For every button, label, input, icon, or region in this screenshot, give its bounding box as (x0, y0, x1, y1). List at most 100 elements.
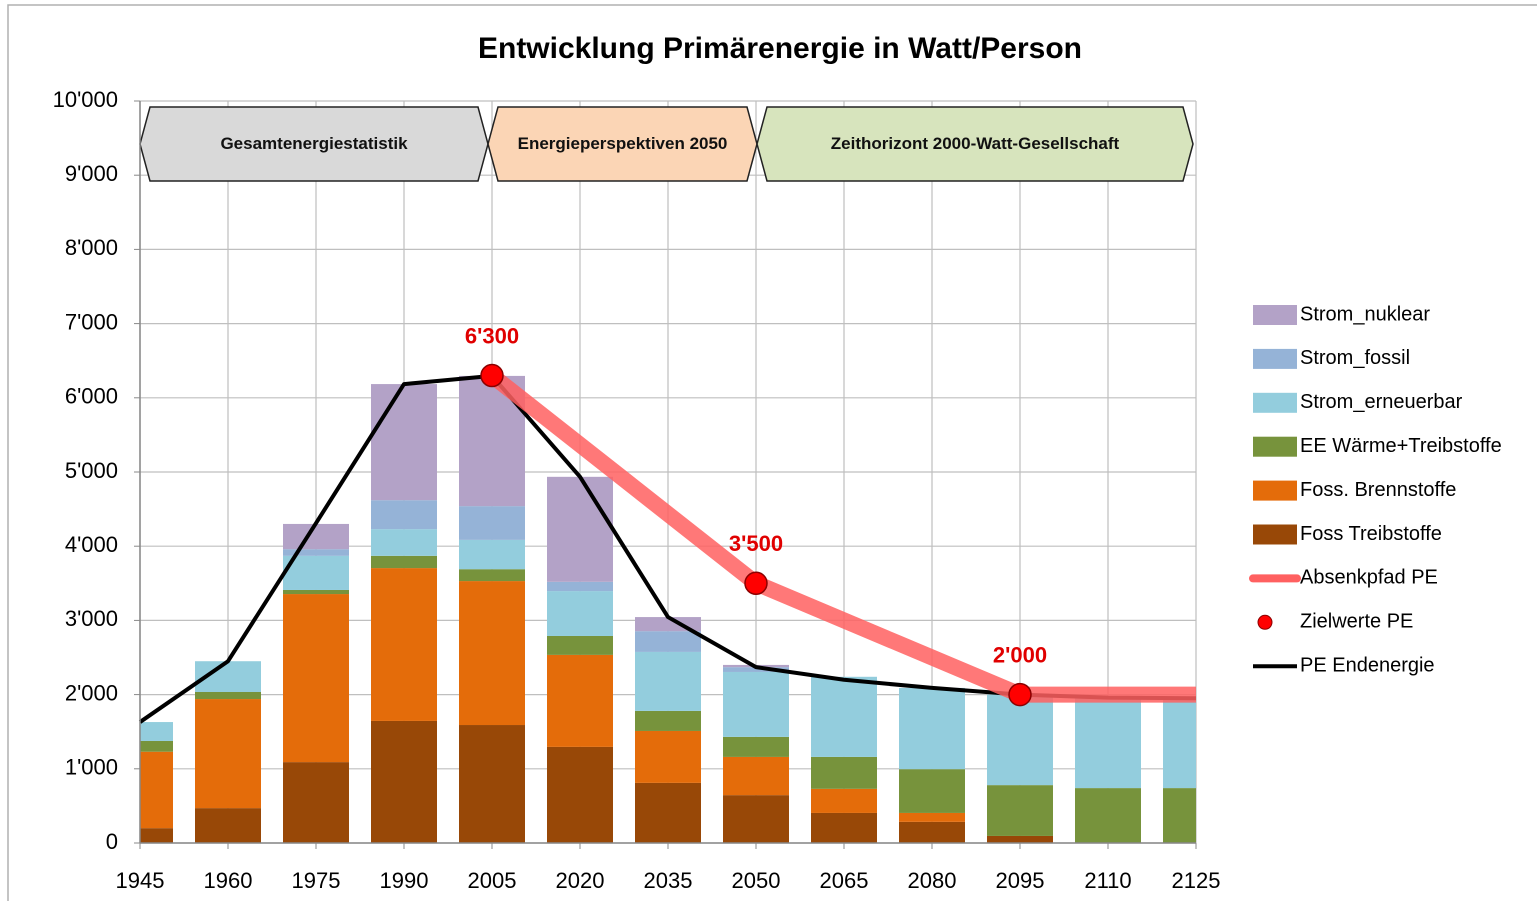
bar-segment (1075, 698, 1141, 789)
legend-label: Foss Treibstoffe (1300, 523, 1442, 545)
bar-segment (811, 756, 877, 789)
y-tick-label: 9'000 (65, 161, 118, 186)
x-tick-label: 2110 (1084, 868, 1131, 893)
data-label: 2'000 (993, 642, 1047, 667)
target-point (1008, 682, 1032, 707)
bar-segment (547, 746, 613, 843)
bar-segment (1075, 788, 1141, 843)
bar-segment (899, 769, 965, 813)
bar-segment (459, 539, 525, 570)
bar-segment (723, 667, 789, 672)
bar-segment (283, 594, 349, 763)
bar-segment (283, 555, 349, 590)
bar-segment (371, 529, 437, 556)
bar-segment (195, 692, 261, 700)
bar-segment (899, 821, 965, 843)
chart-title: Entwicklung Primärenergie in Watt/Person (478, 32, 1082, 65)
legend-label: Foss. Brennstoffe (1300, 479, 1456, 501)
bar-segment (811, 676, 877, 757)
bar-segment (459, 581, 525, 726)
bar-segment (459, 725, 525, 843)
target-point (744, 571, 768, 596)
y-tick-label: 7'000 (65, 309, 118, 334)
legend-label: Absenkpfad PE (1300, 567, 1438, 589)
bar-segment (987, 694, 1053, 786)
bar-segment (140, 751, 173, 829)
bar-segment (1163, 788, 1196, 843)
y-tick-label: 5'000 (65, 458, 118, 483)
y-tick-label: 10'000 (53, 87, 118, 112)
bar-segment (987, 835, 1053, 843)
x-tick-label: 2005 (468, 868, 517, 893)
x-tick-label: 2050 (732, 868, 781, 893)
bar-segment (140, 828, 173, 843)
legend-swatch (1253, 436, 1297, 457)
banner-shape (487, 106, 758, 182)
bar-segment (283, 589, 349, 595)
legend-swatch (1253, 305, 1297, 325)
bar-segment (371, 384, 437, 501)
bar-segment (1163, 698, 1196, 789)
banner-label: Zeithorizont 2000-Watt-Gesellschaft (830, 134, 1120, 153)
bar-segment (547, 476, 613, 582)
x-tick-label: 2125 (1172, 868, 1221, 893)
x-tick-label: 1990 (380, 868, 429, 893)
legend-label: Strom_nuklear (1300, 303, 1430, 325)
bar-segment (371, 500, 437, 530)
x-tick-label: 2020 (556, 868, 605, 893)
bar-segment (987, 785, 1053, 836)
x-tick-label: 2095 (996, 868, 1045, 893)
legend-swatch (1253, 524, 1297, 545)
bar-segment (547, 591, 613, 636)
legend-label: PE Endenergie (1300, 654, 1435, 676)
legend-swatch (1253, 392, 1297, 413)
x-tick-label: 2035 (644, 868, 693, 893)
legend-label: EE Wärme+Treibstoffe (1300, 435, 1502, 457)
legend-swatch (1253, 480, 1297, 501)
banner-label: Gesamtenergiestatistik (220, 134, 408, 153)
y-tick-label: 4'000 (65, 532, 118, 557)
x-tick-label: 2080 (908, 868, 957, 893)
banner-shape (756, 106, 1194, 182)
y-tick-label: 2'000 (65, 680, 118, 705)
bar-segment (547, 654, 613, 747)
y-tick-label: 1'000 (65, 755, 118, 780)
bar-segment (723, 756, 789, 796)
bar-segment (459, 506, 525, 540)
x-tick-label: 2065 (820, 868, 869, 893)
bar-segment (371, 555, 437, 569)
y-tick-label: 3'000 (65, 606, 118, 631)
bar-segment (635, 730, 701, 783)
banner-label: Energieperspektiven 2050 (517, 134, 728, 153)
legend-swatch (1253, 348, 1297, 369)
bar-segment (547, 581, 613, 592)
bar-segment (635, 631, 701, 652)
bar-segment (459, 569, 525, 582)
x-tick-label: 1945 (116, 868, 165, 893)
bar-segment (811, 812, 877, 843)
legend-label: Strom_erneuerbar (1300, 391, 1463, 413)
y-tick-label: 6'000 (65, 384, 118, 409)
bar-segment (899, 812, 965, 822)
y-tick-label: 8'000 (65, 235, 118, 260)
bar-segment (811, 788, 877, 813)
bar-segment (723, 736, 789, 757)
target-point (480, 363, 504, 388)
bar-segment (283, 549, 349, 556)
bar-segment (899, 687, 965, 770)
chart-frame (7, 4, 1537, 901)
bar-segment (723, 795, 789, 843)
legend-label: Strom_fossil (1300, 347, 1410, 369)
bar-segment (371, 720, 437, 843)
bar-segment (140, 740, 173, 752)
bar-segment (283, 523, 349, 550)
bar-segment (635, 651, 701, 711)
bar-segment (195, 699, 261, 809)
data-label: 6'300 (465, 323, 519, 348)
legend-swatch (1257, 614, 1273, 630)
data-label: 3'500 (729, 531, 783, 556)
bar-segment (723, 671, 789, 737)
bar-segment (371, 568, 437, 721)
